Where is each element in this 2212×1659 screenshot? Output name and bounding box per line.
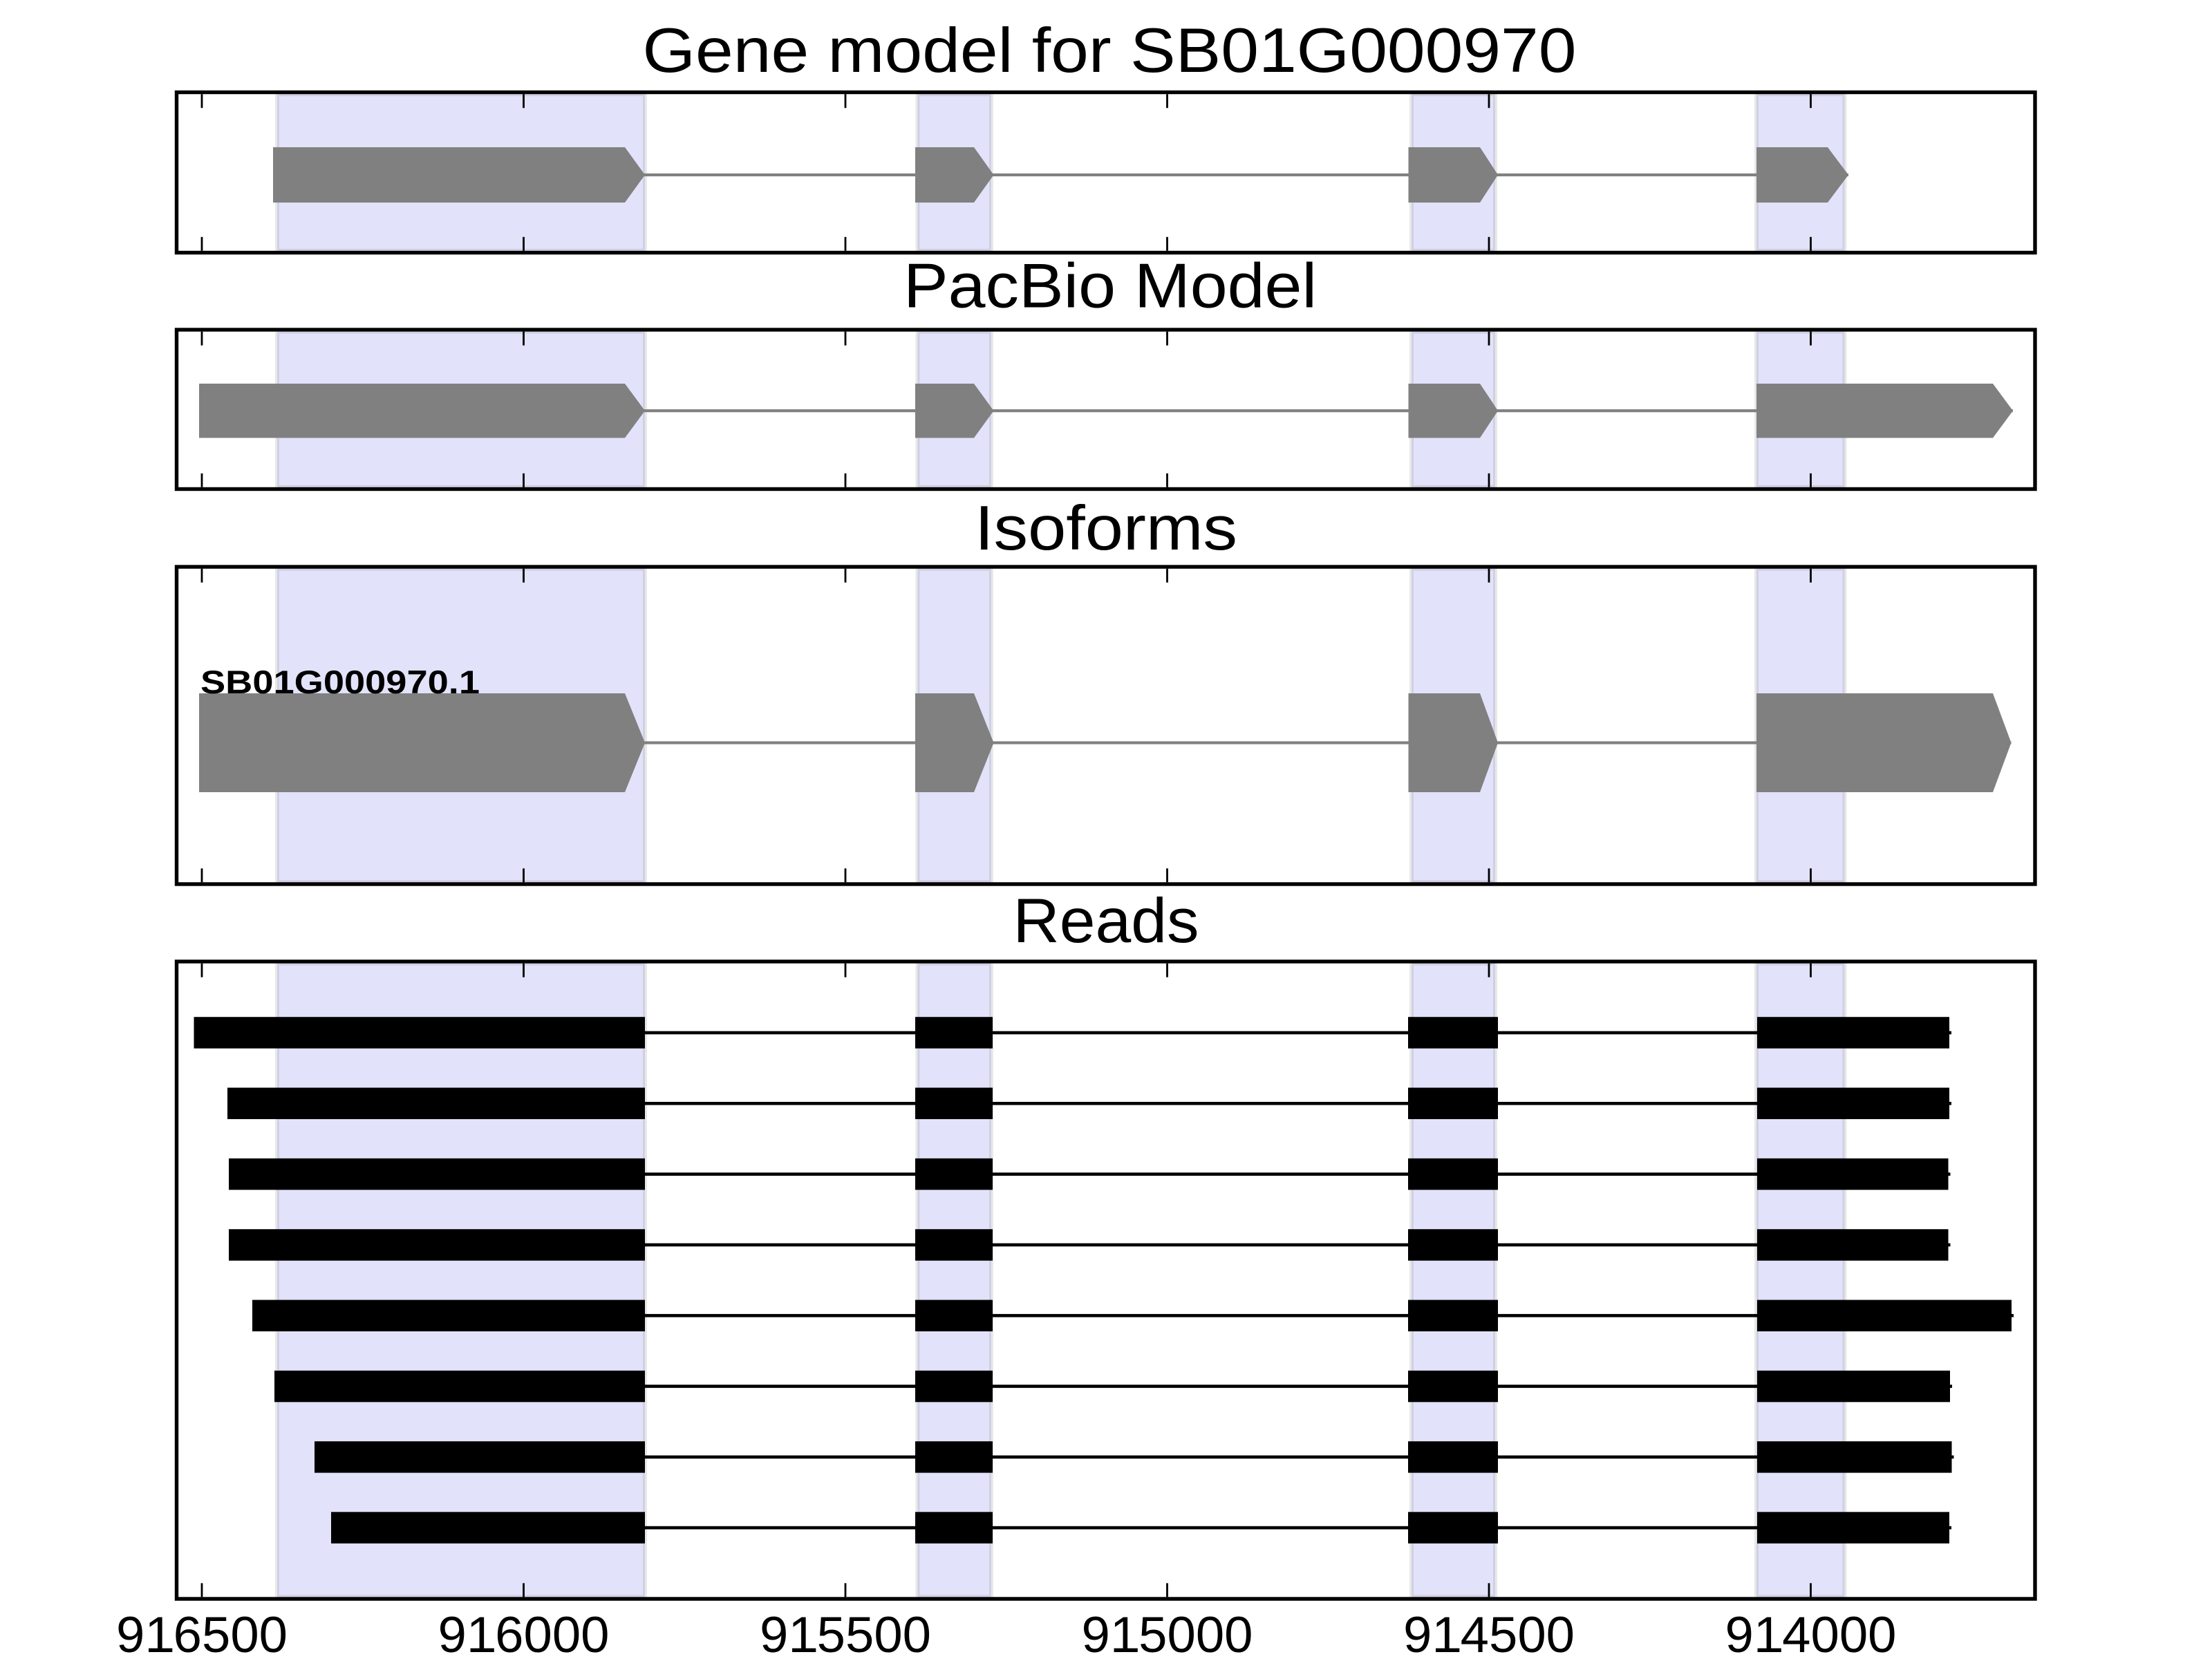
svg-text:Isoforms: Isoforms: [975, 494, 1237, 563]
svg-text:915500: 915500: [760, 1607, 931, 1659]
svg-text:916500: 916500: [116, 1607, 288, 1659]
svg-text:Reads: Reads: [1013, 886, 1199, 956]
svg-text:914500: 914500: [1403, 1607, 1575, 1659]
svg-text:PacBio Model: PacBio Model: [903, 252, 1317, 321]
svg-text:914000: 914000: [1725, 1607, 1897, 1659]
svg-text:915000: 915000: [1082, 1607, 1253, 1659]
svg-text:916000: 916000: [438, 1607, 610, 1659]
svg-text:Gene model for SB01G000970: Gene model for SB01G000970: [643, 16, 1577, 86]
svg-text:SB01G000970.1: SB01G000970.1: [200, 664, 480, 700]
